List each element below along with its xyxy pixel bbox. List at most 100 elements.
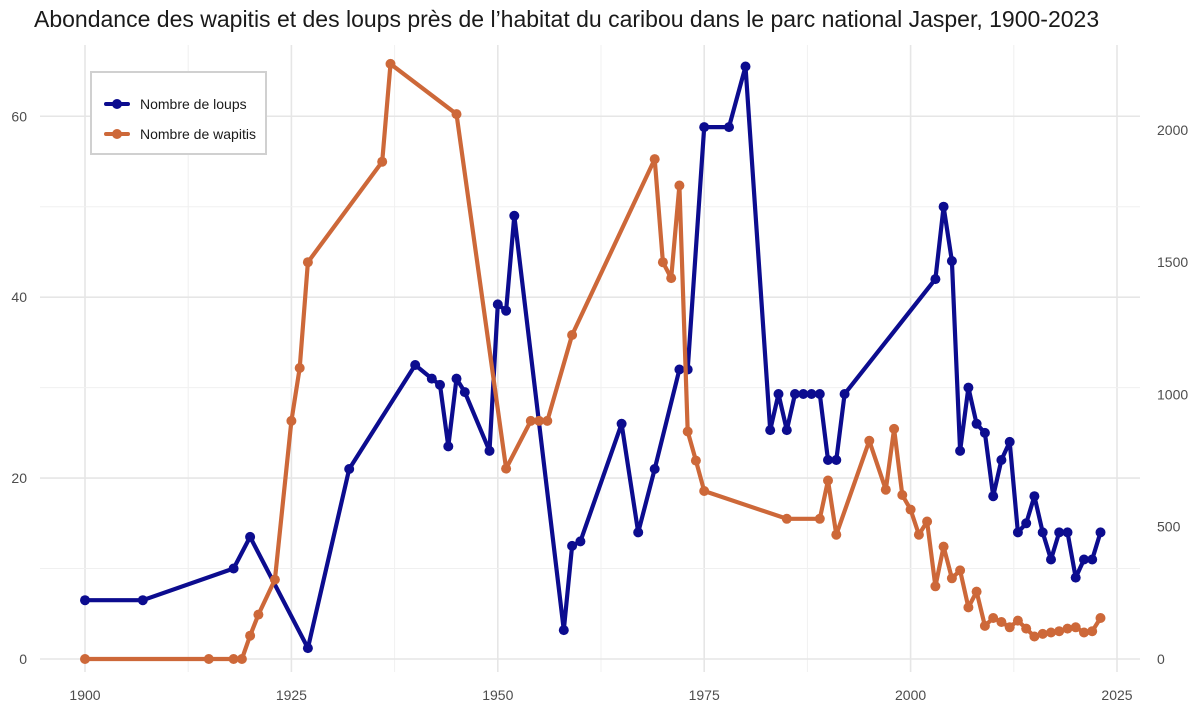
data-point: [443, 441, 454, 452]
data-point: [1062, 527, 1073, 538]
y-left-tick-label: 60: [11, 108, 27, 124]
data-point: [781, 425, 792, 436]
data-point: [1054, 527, 1065, 538]
data-point: [245, 630, 256, 641]
data-point: [1095, 527, 1106, 538]
data-point: [674, 180, 685, 191]
data-point: [649, 154, 660, 165]
data-point: [228, 654, 239, 664]
data-point: [814, 389, 825, 399]
legend-swatch-wolves: [102, 94, 132, 114]
data-point: [922, 516, 933, 527]
data-point: [1054, 626, 1065, 637]
x-tick-label: 2025: [1101, 687, 1132, 703]
data-point: [839, 389, 850, 399]
axis-tick-labels: 1900 1925 1950 1975 2000 2025 0 20 40 60 0 500 1000 1…: [11, 108, 1188, 703]
data-point: [1079, 627, 1089, 638]
data-point: [377, 156, 388, 167]
data-point: [963, 382, 974, 393]
data-point: [740, 61, 751, 72]
data-point: [806, 389, 817, 399]
y-right-tick-label: 2000: [1157, 122, 1188, 138]
data-series: [80, 58, 1106, 664]
data-point: [657, 257, 668, 268]
data-point: [459, 387, 470, 398]
data-point: [286, 415, 297, 426]
data-point: [633, 527, 644, 538]
y-right-tick-label: 0: [1157, 651, 1165, 667]
data-point: [1037, 628, 1048, 639]
data-point: [979, 620, 990, 631]
legend-item-elk: Nombre de wapitis: [102, 124, 256, 144]
data-point: [930, 581, 941, 592]
x-tick-label: 1900: [69, 687, 100, 703]
data-point: [889, 423, 900, 434]
data-point: [269, 574, 280, 585]
series-line: [82, 64, 1103, 651]
data-point: [1029, 631, 1040, 642]
data-point: [426, 373, 437, 384]
data-point: [385, 58, 396, 69]
data-point: [525, 415, 536, 426]
data-point: [897, 490, 908, 500]
data-point: [558, 625, 569, 636]
y-left-tick-label: 40: [11, 289, 27, 305]
data-point: [1012, 615, 1023, 626]
legend-swatch-elk: [102, 124, 132, 144]
data-point: [1087, 554, 1098, 565]
data-point: [302, 643, 313, 654]
data-point: [236, 654, 247, 664]
data-point: [1046, 627, 1056, 638]
data-point: [649, 464, 660, 474]
data-point: [137, 595, 148, 606]
data-point: [814, 513, 825, 524]
y-right-tick-label: 500: [1157, 519, 1181, 535]
y-right-tick-label: 1500: [1157, 254, 1188, 270]
x-tick-label: 1950: [482, 687, 513, 703]
data-point: [1095, 613, 1106, 623]
x-tick-label: 2000: [895, 687, 926, 703]
data-point: [905, 504, 916, 515]
data-point: [971, 418, 982, 429]
data-point: [988, 491, 999, 502]
data-point: [1021, 623, 1032, 634]
data-point: [996, 617, 1007, 627]
data-point: [410, 360, 421, 370]
data-point: [451, 109, 462, 120]
data-point: [1046, 554, 1056, 565]
data-point: [674, 364, 685, 375]
data-point: [245, 531, 256, 542]
data-point: [575, 536, 586, 547]
data-point: [501, 463, 512, 474]
data-point: [1021, 518, 1032, 529]
data-point: [1070, 622, 1081, 633]
data-point: [765, 425, 776, 436]
data-point: [773, 389, 784, 399]
data-point: [831, 529, 842, 540]
data-point: [616, 418, 627, 429]
data-point: [781, 513, 792, 524]
data-point: [567, 540, 578, 551]
data-point: [724, 122, 734, 133]
data-point: [930, 274, 941, 285]
data-point: [203, 654, 214, 664]
data-point: [946, 256, 957, 266]
x-tick-label: 1975: [689, 687, 720, 703]
data-point: [80, 654, 90, 664]
data-point: [798, 389, 809, 399]
chart-title: Abondance des wapitis et des loups près …: [34, 6, 1100, 32]
data-point: [344, 464, 355, 474]
data-point: [880, 484, 891, 495]
data-point: [955, 445, 966, 456]
data-point: [699, 122, 710, 133]
data-point: [294, 363, 305, 373]
data-point: [666, 273, 677, 284]
data-point: [567, 330, 578, 340]
data-point: [253, 609, 264, 620]
data-point: [690, 455, 701, 466]
data-point: [831, 455, 842, 465]
data-point: [451, 373, 462, 384]
data-point: [1029, 491, 1040, 502]
data-point: [971, 586, 982, 597]
